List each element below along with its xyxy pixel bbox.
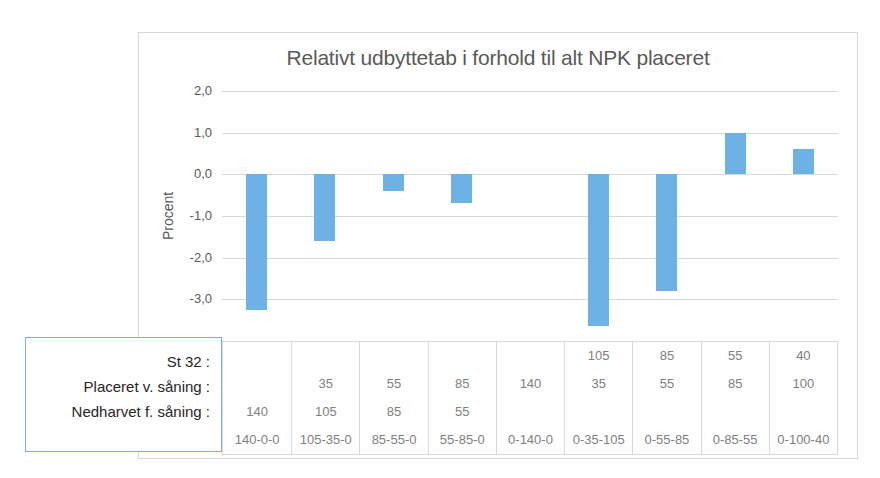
plot-area <box>222 91 838 341</box>
y-tick-label: -2,0 <box>160 249 212 267</box>
bar-105-35-0 <box>314 174 335 241</box>
table-cell: 35 <box>565 370 632 398</box>
table-cell <box>497 398 564 426</box>
category-label: 140-0-0 <box>223 426 291 454</box>
table-cell: 35 <box>292 370 359 398</box>
category-label: 85-55-0 <box>360 426 427 454</box>
table-cell <box>565 398 632 426</box>
bar-0-100-40 <box>793 149 814 174</box>
table-column-0-100-40: 40100 0-100-40 <box>769 342 837 454</box>
y-tick-label: -3,0 <box>160 290 212 308</box>
table-cell <box>429 342 496 370</box>
y-tick-label: -1,0 <box>160 207 212 225</box>
table-cell: 85 <box>633 342 700 370</box>
row-label-nedharvet: Nedharvet f. såning : <box>26 399 210 424</box>
table-column-85-55-0: 558585-55-0 <box>359 342 427 454</box>
table-cell <box>223 342 291 370</box>
table-cell: 105 <box>292 398 359 426</box>
bar-0-35-105 <box>588 174 609 326</box>
table-cell: 85 <box>702 370 769 398</box>
row-label-box: St 32 : Placeret v. såning : Nedharvet f… <box>25 337 222 452</box>
bar-85-55-0 <box>383 174 404 191</box>
category-label: 0-35-105 <box>565 426 632 454</box>
gridline <box>222 299 838 300</box>
data-table: 140140-0-035105105-35-0558585-55-0855555… <box>222 341 838 455</box>
table-column-140-0-0: 140140-0-0 <box>223 342 291 454</box>
table-cell: 140 <box>223 398 291 426</box>
table-cell: 140 <box>497 370 564 398</box>
gridline <box>222 258 838 259</box>
table-column-0-85-55: 5585 0-85-55 <box>701 342 769 454</box>
bar-140-0-0 <box>246 174 267 309</box>
bar-0-85-55 <box>725 133 746 175</box>
y-tick-label: 2,0 <box>160 82 212 100</box>
table-cell <box>633 398 700 426</box>
table-column-0-35-105: 10535 0-35-105 <box>564 342 632 454</box>
category-label: 0-55-85 <box>633 426 700 454</box>
table-cell <box>702 398 769 426</box>
chart-frame: Relativt udbyttetab i forhold til alt NP… <box>138 32 858 459</box>
category-label: 0-140-0 <box>497 426 564 454</box>
table-cell: 85 <box>360 398 427 426</box>
row-label-placeret: Placeret v. såning : <box>26 374 210 399</box>
gridline <box>222 91 838 92</box>
y-tick-label: 0,0 <box>160 165 212 183</box>
table-cell <box>770 398 837 426</box>
table-cell: 55 <box>429 398 496 426</box>
table-cell: 100 <box>770 370 837 398</box>
table-column-55-85-0: 855555-85-0 <box>428 342 496 454</box>
category-label: 55-85-0 <box>429 426 496 454</box>
table-cell: 105 <box>565 342 632 370</box>
category-label: 105-35-0 <box>292 426 359 454</box>
table-cell: 55 <box>360 370 427 398</box>
table-cell: 55 <box>633 370 700 398</box>
table-cell <box>292 342 359 370</box>
chart-page: Relativt udbyttetab i forhold til alt NP… <box>0 0 880 478</box>
table-column-105-35-0: 35105105-35-0 <box>291 342 359 454</box>
table-cell <box>497 342 564 370</box>
bar-0-55-85 <box>656 174 677 291</box>
table-column-0-55-85: 8555 0-55-85 <box>632 342 700 454</box>
table-cell: 85 <box>429 370 496 398</box>
table-cell: 55 <box>702 342 769 370</box>
table-cell <box>360 342 427 370</box>
y-tick-label: 1,0 <box>160 124 212 142</box>
table-column-0-140-0: 140 0-140-0 <box>496 342 564 454</box>
table-cell: 40 <box>770 342 837 370</box>
row-label-st32: St 32 : <box>26 349 210 374</box>
category-label: 0-85-55 <box>702 426 769 454</box>
category-label: 0-100-40 <box>770 426 837 454</box>
bar-55-85-0 <box>451 174 472 203</box>
table-cell <box>223 370 291 398</box>
